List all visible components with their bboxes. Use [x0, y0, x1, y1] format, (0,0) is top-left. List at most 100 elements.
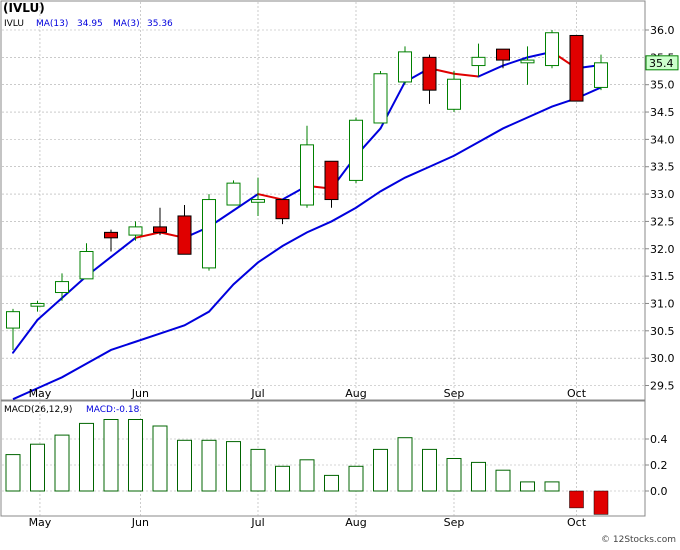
- candle-up: [55, 281, 69, 294]
- price-y-tick-label: 30.0: [650, 352, 675, 365]
- macd-bar: [226, 441, 241, 492]
- last-price-tag: [645, 55, 679, 71]
- macd-bar: [201, 439, 217, 492]
- macd-bar: [177, 439, 192, 492]
- candle-up: [202, 199, 216, 269]
- macd-bar: [5, 454, 21, 492]
- candle-up: [226, 182, 241, 206]
- ma3-segment: [36, 296, 63, 321]
- candle-up: [447, 78, 461, 110]
- macd-bar: [593, 490, 609, 515]
- macd-x-tick-label: Oct: [567, 516, 587, 529]
- macd-y-tick-label: 0.0: [650, 485, 668, 498]
- macd-bars: [5, 419, 609, 515]
- ma3-segment: [453, 72, 480, 78]
- candle-up: [251, 199, 265, 203]
- price-y-tick-label: 34.0: [650, 133, 675, 146]
- macd-bar: [446, 458, 462, 492]
- macd-y-tick-label: 0.4: [650, 433, 668, 446]
- candle-down: [177, 215, 192, 255]
- macd-bar: [495, 469, 511, 492]
- macd-bar: [324, 474, 339, 492]
- macd-bar: [299, 459, 315, 492]
- candle-down: [275, 199, 290, 220]
- legend-ticker: IVLU: [4, 19, 24, 29]
- price-grid: [2, 2, 645, 400]
- macd-label: MACD(26,12,9): [4, 405, 72, 415]
- candle-up: [349, 119, 363, 181]
- legend-ma13-label: MA(13): [36, 19, 68, 29]
- candle-down: [569, 34, 584, 102]
- macd-bar: [250, 448, 266, 492]
- macd-bar: [103, 419, 119, 492]
- price-y-tick-label: 31.0: [650, 297, 675, 310]
- ticker-title: (IVLU): [3, 1, 45, 15]
- legend-ma13-value: 34.95: [77, 19, 103, 29]
- macd-bar: [79, 422, 94, 492]
- macd-bar: [471, 461, 486, 492]
- candle-up: [520, 59, 535, 64]
- price-y-tick-label: 32.0: [650, 243, 675, 256]
- macd-bar: [422, 448, 437, 492]
- macd-y-axis: 0.0 0.2 0.4: [645, 433, 668, 498]
- price-y-tick-label: 31.5: [650, 270, 675, 283]
- price-x-tick-label: Aug: [345, 387, 366, 400]
- macd-x-axis: May Jun Jul Aug Sep Oct: [29, 516, 587, 529]
- candle-up: [545, 32, 559, 67]
- candle-down: [422, 56, 437, 91]
- macd-bar: [152, 425, 168, 492]
- macd-y-tick-label: 0.2: [650, 459, 668, 472]
- candle-down: [153, 226, 167, 233]
- ma3-segment: [232, 193, 259, 212]
- ma3-segment: [12, 318, 39, 354]
- last-price-tag-text: 35.4: [649, 57, 674, 70]
- price-x-tick-label: Jun: [131, 387, 149, 400]
- price-y-tick-label: 33.0: [650, 188, 675, 201]
- candle-up: [79, 251, 94, 280]
- ma3-segment: [257, 193, 284, 201]
- macd-panel: [0, 400, 646, 517]
- macd-value-label: MACD:-0.18: [86, 405, 140, 415]
- price-x-tick-label: Jul: [250, 387, 264, 400]
- macd-bar: [544, 481, 560, 492]
- ma3-segment: [477, 64, 504, 78]
- macd-x-tick-label: May: [29, 516, 52, 529]
- candle-down: [496, 48, 510, 61]
- macd-bar: [348, 465, 364, 492]
- legend-ma3-value: 35.36: [147, 19, 173, 29]
- candle-up: [300, 144, 314, 206]
- macd-bar: [569, 490, 584, 509]
- candle-down: [104, 231, 118, 239]
- macd-x-tick-label: Sep: [444, 516, 465, 529]
- macd-bar: [54, 434, 70, 492]
- price-y-tick-label: 36.0: [650, 24, 675, 37]
- macd-bar: [397, 437, 413, 492]
- macd-bar: [520, 481, 535, 492]
- watermark: © 12Stocks.com: [601, 535, 676, 545]
- ma3-segment: [110, 236, 137, 258]
- price-y-tick-label: 29.5: [650, 380, 675, 393]
- candle-up: [373, 73, 388, 124]
- price-y-tick-label: 33.5: [650, 161, 675, 174]
- ma3-segment: [61, 275, 88, 299]
- macd-bar: [128, 419, 143, 492]
- candle-up: [128, 226, 143, 236]
- macd-bar: [275, 465, 290, 492]
- macd-x-tick-label: Jun: [131, 516, 149, 529]
- legend-ma3-label: MA(3): [113, 19, 140, 29]
- candles: [6, 30, 608, 350]
- ma13-line: [12, 86, 602, 401]
- ma3-segment: [502, 56, 529, 67]
- candle-up: [6, 311, 20, 329]
- price-y-tick-label: 34.5: [650, 106, 675, 119]
- price-y-axis: 29.5 30.0 30.5 31.0 31.5 32.0 32.5 33.0 33.5 34.0…: [645, 24, 675, 393]
- candle-up: [398, 51, 412, 83]
- price-x-tick-label: Sep: [444, 387, 465, 400]
- macd-bar: [373, 448, 388, 492]
- candle-up: [594, 62, 608, 88]
- price-y-tick-label: 30.5: [650, 325, 675, 338]
- macd-bar: [30, 443, 45, 492]
- candle-up: [471, 56, 486, 67]
- macd-x-tick-label: Jul: [250, 516, 264, 529]
